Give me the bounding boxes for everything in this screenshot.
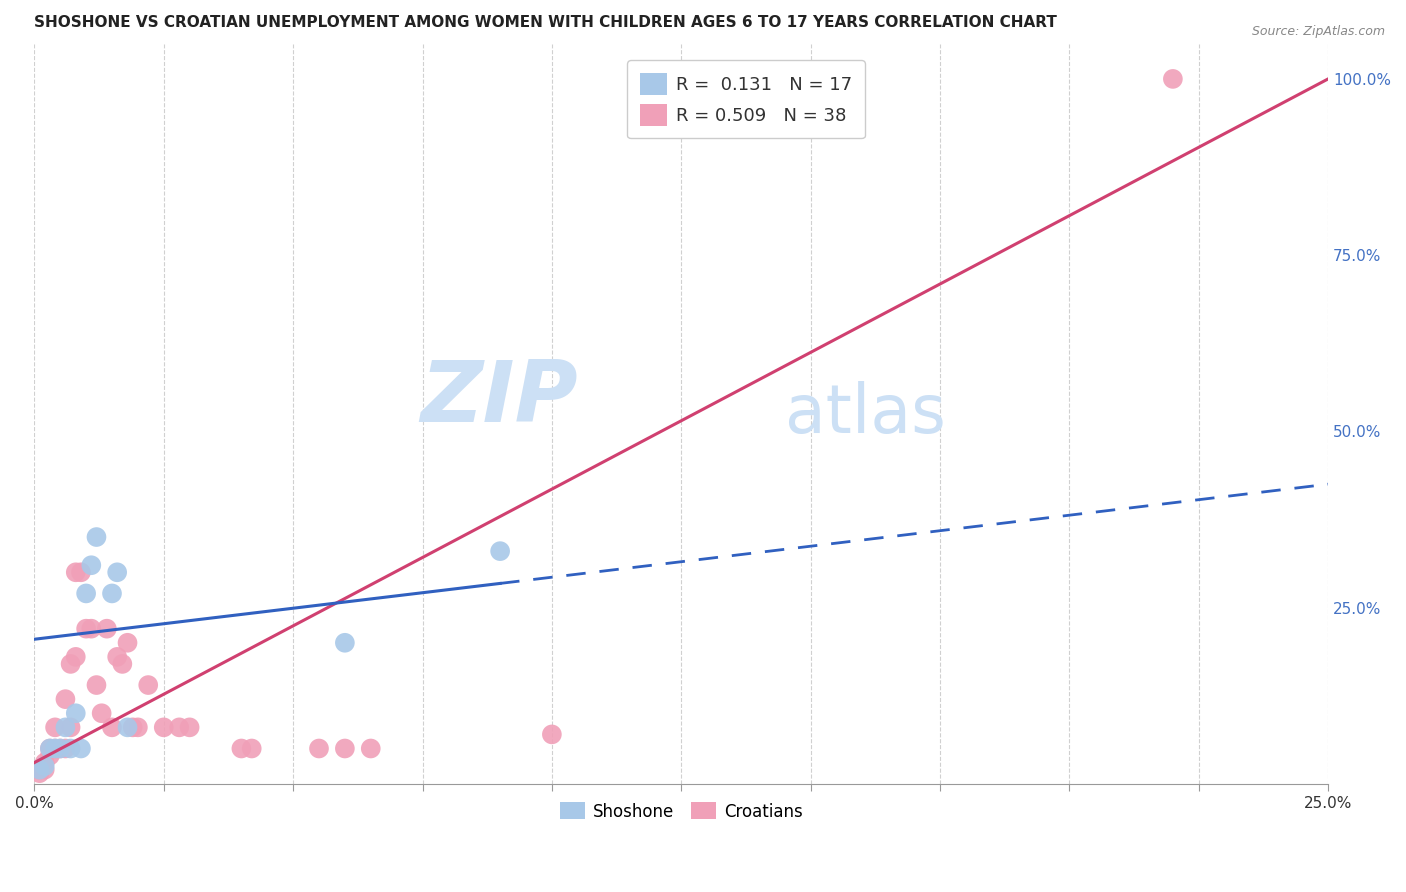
Point [80, 622, 103, 636]
Point [75, 586, 97, 600]
Point [308, 741, 330, 756]
Point [55, 692, 77, 706]
Point [152, 720, 174, 734]
Point [59, 741, 82, 756]
Point [1161, 71, 1184, 86]
Point [70, 741, 93, 756]
Point [117, 636, 139, 650]
Point [111, 657, 134, 671]
Point [59, 720, 82, 734]
Point [38, 741, 60, 756]
Point [44, 720, 66, 734]
Point [96, 622, 118, 636]
Point [34, 756, 56, 770]
Point [127, 720, 149, 734]
Point [333, 741, 356, 756]
Point [169, 720, 191, 734]
Point [231, 741, 253, 756]
Point [49, 741, 72, 756]
Text: ZIP: ZIP [420, 358, 578, 441]
Legend: Shoshone, Croatians: Shoshone, Croatians [553, 796, 810, 827]
Point [28, 763, 51, 777]
Point [34, 759, 56, 773]
Point [55, 720, 77, 734]
Point [360, 741, 382, 756]
Text: Source: ZipAtlas.com: Source: ZipAtlas.com [1251, 25, 1385, 38]
Point [28, 763, 51, 777]
Point [90, 706, 112, 721]
Point [86, 678, 108, 692]
Point [80, 558, 103, 573]
Point [65, 566, 87, 580]
Point [117, 720, 139, 734]
Point [44, 741, 66, 756]
Point [121, 720, 143, 734]
Point [38, 741, 60, 756]
Point [75, 622, 97, 636]
Point [49, 741, 72, 756]
Point [136, 678, 159, 692]
Point [489, 544, 512, 558]
Point [34, 763, 56, 777]
Point [101, 720, 124, 734]
Point [59, 657, 82, 671]
Point [65, 706, 87, 721]
Point [105, 649, 128, 664]
Point [101, 586, 124, 600]
Point [55, 741, 77, 756]
Text: SHOSHONE VS CROATIAN UNEMPLOYMENT AMONG WOMEN WITH CHILDREN AGES 6 TO 17 YEARS C: SHOSHONE VS CROATIAN UNEMPLOYMENT AMONG … [34, 15, 1057, 30]
Point [105, 566, 128, 580]
Point [541, 727, 564, 741]
Point [65, 649, 87, 664]
Point [240, 741, 263, 756]
Point [70, 566, 93, 580]
Point [333, 636, 356, 650]
Point [28, 766, 51, 780]
Point [44, 741, 66, 756]
Point [179, 720, 201, 734]
Point [38, 748, 60, 763]
Text: atlas: atlas [785, 381, 946, 447]
Point [86, 530, 108, 544]
